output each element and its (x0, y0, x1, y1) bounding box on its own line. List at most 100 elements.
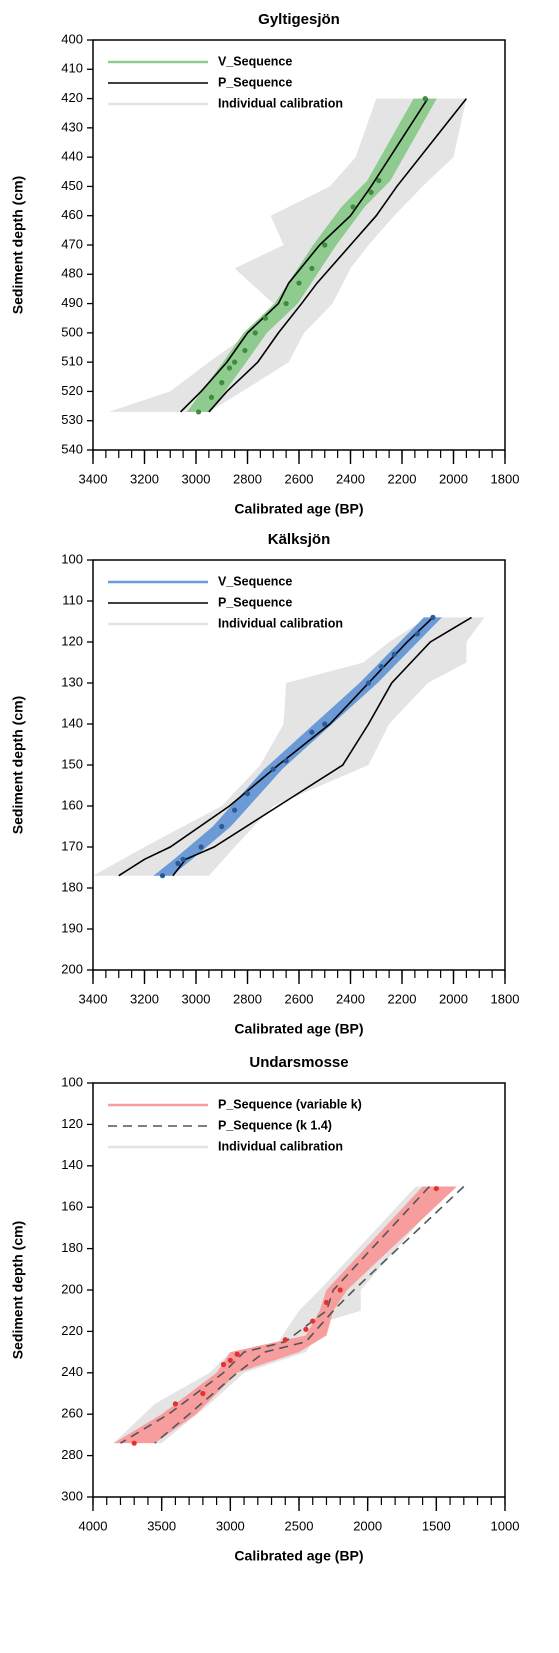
legend-label: P_Sequence (variable k) (218, 1097, 362, 1111)
point (283, 758, 289, 764)
legend-label: Individual calibration (218, 616, 343, 630)
y-axis-label: Sediment depth (cm) (10, 1221, 26, 1359)
y-tick-label: 140 (61, 715, 83, 730)
point (391, 651, 397, 657)
y-tick-label: 200 (61, 1281, 83, 1296)
y-tick-label: 450 (61, 178, 83, 193)
x-axis-label: Calibrated age (BP) (234, 1021, 363, 1037)
bound-line (172, 616, 472, 877)
point (175, 860, 181, 867)
y-axis-label: Sediment depth (cm) (10, 176, 26, 314)
y-tick-label: 410 (61, 61, 83, 76)
y-tick-label: 100 (61, 551, 83, 566)
point (234, 1351, 240, 1357)
y-tick-label: 160 (61, 1199, 83, 1214)
x-tick-label: 3400 (79, 991, 108, 1006)
point (180, 856, 186, 862)
x-tick-label: 2500 (285, 1518, 314, 1533)
legend-label: Individual calibration (218, 96, 343, 110)
point (296, 280, 302, 286)
point (337, 1287, 343, 1293)
y-tick-label: 180 (61, 1240, 83, 1255)
point (322, 721, 328, 727)
point (414, 631, 421, 637)
y-tick-label: 520 (61, 383, 83, 398)
point (433, 1185, 439, 1192)
y-tick-label: 190 (61, 920, 83, 935)
bound-line (208, 98, 468, 413)
point (283, 300, 289, 307)
point (310, 1318, 316, 1324)
x-axis-label: Calibrated age (BP) (234, 501, 363, 517)
point (227, 1357, 233, 1363)
x-tick-label: 2200 (388, 471, 417, 486)
y-tick-label: 510 (61, 354, 83, 369)
y-tick-label: 220 (61, 1323, 83, 1338)
y-tick-label: 500 (61, 324, 83, 339)
y-tick-label: 420 (61, 90, 83, 105)
y-tick-label: 100 (61, 1074, 83, 1089)
y-tick-label: 260 (61, 1406, 83, 1421)
point (232, 359, 238, 365)
y-tick-label: 120 (61, 1116, 83, 1131)
y-tick-label: 130 (61, 674, 83, 689)
point (378, 664, 384, 670)
chart-title: Kälksjön (268, 531, 331, 548)
x-tick-label: 2000 (353, 1518, 382, 1533)
legend-label: V_Sequence (218, 54, 292, 68)
x-tick-label: 4000 (79, 1518, 108, 1533)
x-tick-label: 3000 (216, 1518, 245, 1533)
y-tick-label: 430 (61, 119, 83, 134)
legend-label: Individual calibration (218, 1139, 343, 1153)
x-tick-label: 3400 (79, 471, 108, 486)
point (242, 347, 248, 354)
y-tick-label: 160 (61, 797, 83, 812)
y-tick-label: 280 (61, 1447, 83, 1462)
point (350, 204, 356, 210)
x-tick-label: 1800 (491, 991, 520, 1006)
y-tick-label: 140 (61, 1157, 83, 1172)
legend-label: P_Sequence (218, 595, 292, 609)
x-tick-label: 3000 (182, 471, 211, 486)
point (270, 766, 276, 772)
x-tick-label: 1800 (491, 471, 520, 486)
y-tick-label: 200 (61, 961, 83, 976)
x-tick-label: 1000 (491, 1518, 520, 1533)
chart-title: Undarsmosse (249, 1054, 348, 1071)
y-tick-label: 110 (62, 592, 83, 607)
x-tick-label: 2400 (336, 991, 365, 1006)
point (368, 189, 374, 195)
x-tick-label: 2400 (336, 471, 365, 486)
point (159, 873, 166, 879)
point (323, 1299, 330, 1306)
x-tick-label: 2000 (439, 471, 468, 486)
x-tick-label: 3500 (147, 1518, 176, 1533)
point (365, 680, 372, 686)
band (93, 617, 485, 876)
x-tick-label: 3200 (130, 991, 159, 1006)
point (282, 1337, 288, 1343)
x-tick-label: 1500 (422, 1518, 451, 1533)
point (208, 394, 215, 400)
y-tick-label: 170 (61, 838, 83, 853)
x-tick-label: 3000 (182, 991, 211, 1006)
y-tick-label: 530 (61, 412, 83, 427)
point (219, 380, 225, 386)
point (200, 1390, 206, 1397)
point (309, 265, 315, 272)
point (322, 242, 328, 248)
chart-title: Gyltigesjön (258, 11, 340, 28)
point (244, 791, 251, 797)
y-tick-label: 120 (61, 633, 83, 648)
x-tick-label: 2200 (388, 991, 417, 1006)
point (198, 844, 204, 850)
point (232, 807, 238, 813)
y-tick-label: 470 (61, 236, 83, 251)
point (430, 614, 436, 621)
y-tick-label: 480 (61, 266, 83, 281)
point (195, 409, 202, 415)
y-tick-label: 490 (61, 295, 83, 310)
x-axis-label: Calibrated age (BP) (234, 1548, 363, 1564)
bound-line (179, 98, 429, 413)
x-tick-label: 2600 (285, 471, 314, 486)
